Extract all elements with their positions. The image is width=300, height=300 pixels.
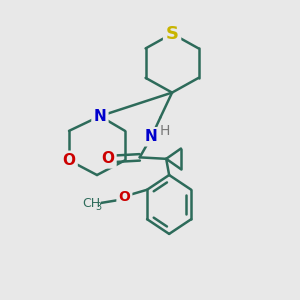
Text: O: O xyxy=(101,151,114,166)
Text: O: O xyxy=(118,190,130,204)
Text: CH: CH xyxy=(82,197,100,210)
Text: O: O xyxy=(62,153,76,168)
Text: N: N xyxy=(94,109,106,124)
Text: S: S xyxy=(166,25,178,43)
Text: N: N xyxy=(145,129,158,144)
Text: H: H xyxy=(160,124,170,138)
Text: 3: 3 xyxy=(95,202,101,212)
Text: methoxy: methoxy xyxy=(95,202,102,204)
